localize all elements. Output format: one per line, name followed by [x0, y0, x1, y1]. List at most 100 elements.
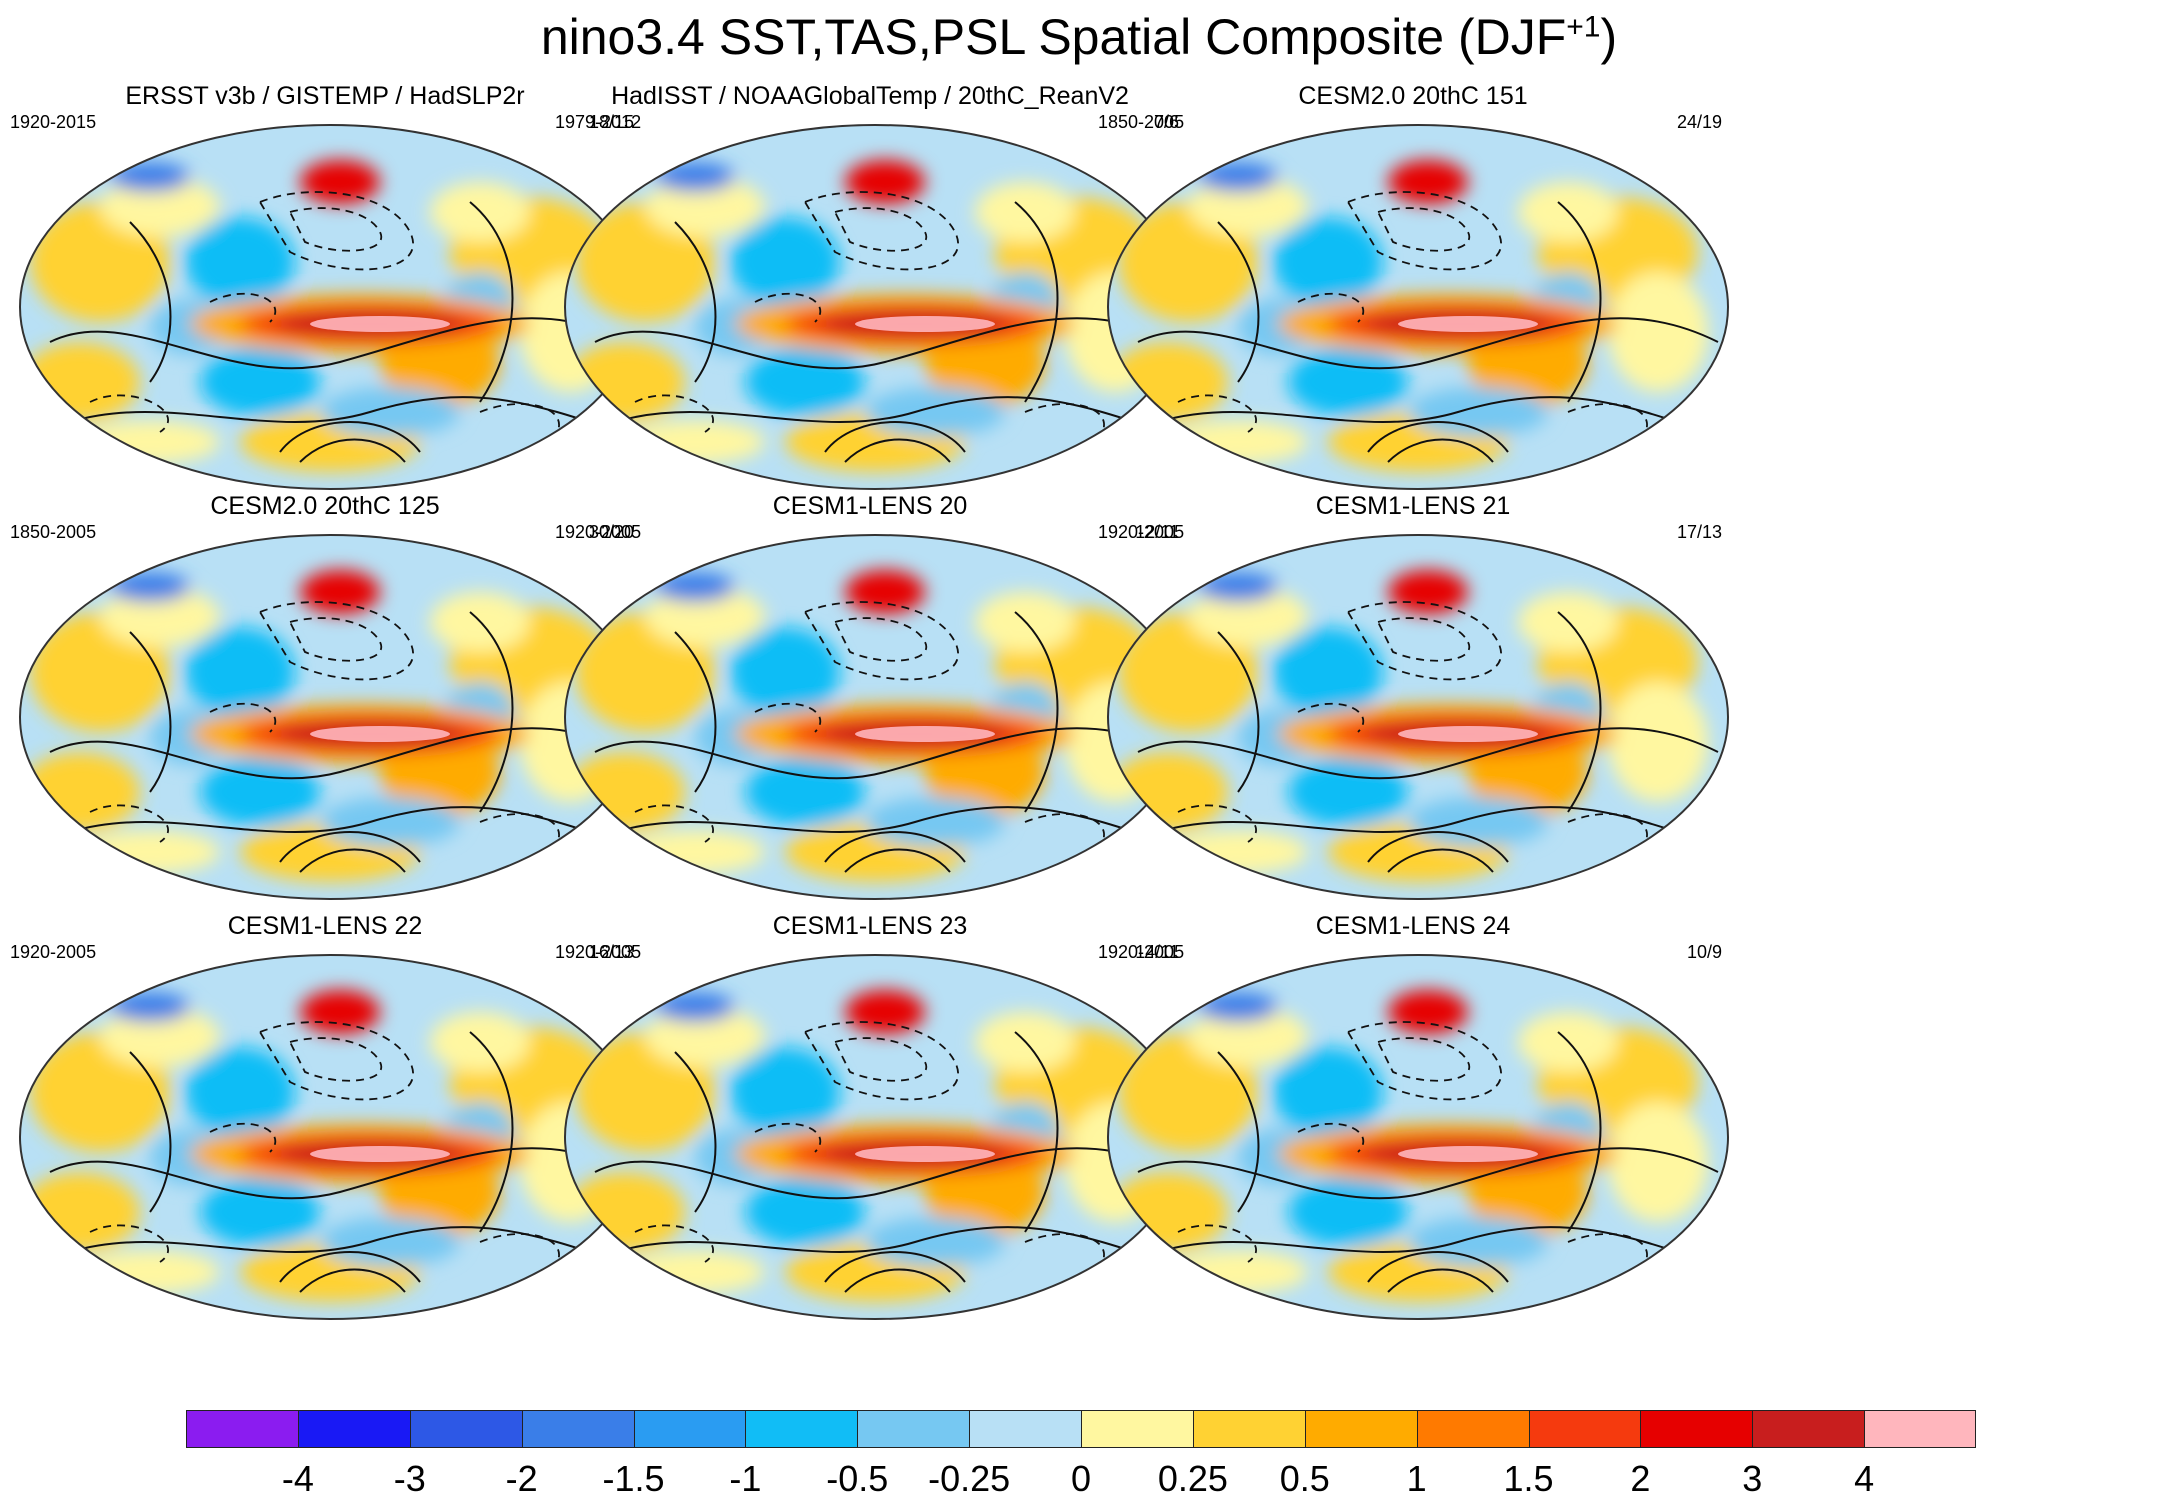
map-field	[10, 522, 650, 912]
anomaly-region	[200, 347, 320, 417]
psl-contour-positive	[594, 1147, 1176, 1200]
colorbar-swatch	[1752, 1410, 1865, 1448]
anomaly-region	[80, 1250, 220, 1294]
anomaly-region	[625, 1250, 765, 1294]
nino-core	[1398, 316, 1538, 332]
psl-contour-positive	[1137, 317, 1719, 370]
panel-period: 1920-2005	[1098, 942, 1185, 962]
colorbar-tick-label: 1.5	[1503, 1458, 1554, 1499]
colorbar-swatch	[1864, 1410, 1976, 1448]
psl-contour-positive	[1217, 631, 1260, 793]
map-svg	[19, 534, 641, 900]
psl-contours	[49, 191, 631, 463]
anomaly-region	[1168, 830, 1308, 874]
psl-contour-negative	[833, 1037, 928, 1082]
psl-contour-positive	[824, 1251, 966, 1283]
panel-period: 1920-2005	[555, 942, 642, 962]
anomaly-region	[1388, 160, 1468, 204]
psl-contour-positive	[129, 221, 172, 383]
map-svg	[564, 534, 1186, 900]
colorbar-swatch	[1416, 1410, 1529, 1448]
anomaly-region	[1108, 752, 1228, 832]
psl-contour-positive	[1557, 1031, 1602, 1233]
panel-event-count: 16/13	[588, 942, 634, 962]
colorbar-swatch	[1640, 1410, 1753, 1448]
anomaly-region	[300, 990, 380, 1034]
anomaly-region	[185, 217, 295, 307]
anomaly-region	[1198, 572, 1278, 602]
anomaly-field	[1108, 955, 1728, 1319]
psl-contour-positive	[1137, 727, 1719, 780]
map-svg	[1107, 124, 1729, 490]
anomaly-region	[300, 570, 380, 614]
map-svg	[564, 124, 1186, 490]
anomaly-region	[655, 572, 735, 602]
psl-contour-positive	[49, 1147, 631, 1200]
nino-core	[310, 1146, 450, 1162]
psl-contours	[1137, 1021, 1719, 1293]
psl-contour-positive	[469, 611, 514, 813]
anomaly-field	[565, 535, 1185, 899]
map-panel: CESM1-LENS 24 1920-2005 10/9	[1088, 912, 1738, 1332]
anomaly-region	[730, 1047, 840, 1137]
psl-contour-positive	[279, 831, 421, 863]
colorbar-tick-label: -0.25	[928, 1458, 1011, 1499]
psl-contour-negative	[833, 207, 928, 252]
psl-contours	[1137, 601, 1719, 873]
psl-contour-positive	[279, 421, 421, 453]
anomaly-region	[20, 342, 140, 422]
psl-contour-positive	[1014, 611, 1059, 813]
anomaly-region	[1168, 1250, 1308, 1294]
map-field	[1098, 942, 1738, 1332]
psl-contour-positive	[1387, 848, 1494, 873]
anomaly-region	[655, 992, 735, 1022]
colorbar-tick-label: -0.5	[826, 1458, 889, 1499]
figure-title: nino3.4 SST,TAS,PSL Spatial Composite (D…	[0, 8, 2158, 66]
anomaly-region	[745, 347, 865, 417]
colorbar-tick-label: 0	[1070, 1458, 1092, 1499]
anomaly-region	[625, 420, 765, 464]
anomaly-region	[1168, 420, 1308, 464]
psl-contour-positive	[1157, 1226, 1709, 1263]
anomaly-region	[625, 830, 765, 874]
panel-event-count: 17/13	[1676, 522, 1722, 542]
psl-contour-positive	[824, 421, 966, 453]
psl-contour-negative	[634, 1224, 714, 1263]
psl-contour-positive	[614, 806, 1166, 843]
anomaly-region	[845, 990, 925, 1034]
anomaly-field	[1108, 125, 1728, 489]
map-panel: CESM1-LENS 20 1920-2005 12/11	[545, 492, 1195, 912]
psl-contour-negative	[89, 1224, 169, 1263]
panel-event-count: 12/11	[1135, 522, 1179, 542]
map-panel: CESM1-LENS 23 1920-2005 14/11	[545, 912, 1195, 1332]
colorbar-swatch	[521, 1410, 634, 1448]
psl-contour-negative	[1376, 207, 1471, 252]
colorbar-swatch	[1081, 1410, 1193, 1448]
anomaly-region	[80, 830, 220, 874]
psl-contour-negative	[89, 804, 169, 843]
anomaly-region	[1388, 570, 1468, 614]
psl-contour-negative	[1024, 1233, 1105, 1273]
map-field	[1098, 112, 1738, 502]
psl-contour-positive	[674, 631, 717, 793]
anomaly-region	[185, 1047, 295, 1137]
psl-contours	[594, 1021, 1176, 1293]
anomaly-region	[1288, 1177, 1408, 1247]
anomaly-region	[1273, 217, 1383, 307]
psl-contour-positive	[69, 806, 621, 843]
colorbar-swatch	[1192, 1410, 1305, 1448]
colorbar-swatch	[409, 1410, 522, 1448]
anomaly-region	[1288, 757, 1408, 827]
psl-contour-negative	[833, 617, 928, 662]
colorbar-tick-label: -1	[729, 1458, 762, 1499]
map-outline	[1107, 954, 1729, 1320]
psl-contour-negative	[1177, 804, 1257, 843]
map-svg	[1107, 534, 1729, 900]
anomaly-region	[745, 1177, 865, 1247]
panel-title: CESM1-LENS 23	[772, 912, 968, 940]
map-panel: HadISST / NOAAGlobalTemp / 20thC_ReanV2 1…	[545, 82, 1195, 502]
anomaly-region	[845, 160, 925, 204]
map-panel: CESM1-LENS 22 1920-2005 16/13	[0, 912, 650, 1332]
panel-title: CESM2.0 20thC 125	[210, 492, 440, 520]
colorbar-swatch	[633, 1410, 746, 1448]
